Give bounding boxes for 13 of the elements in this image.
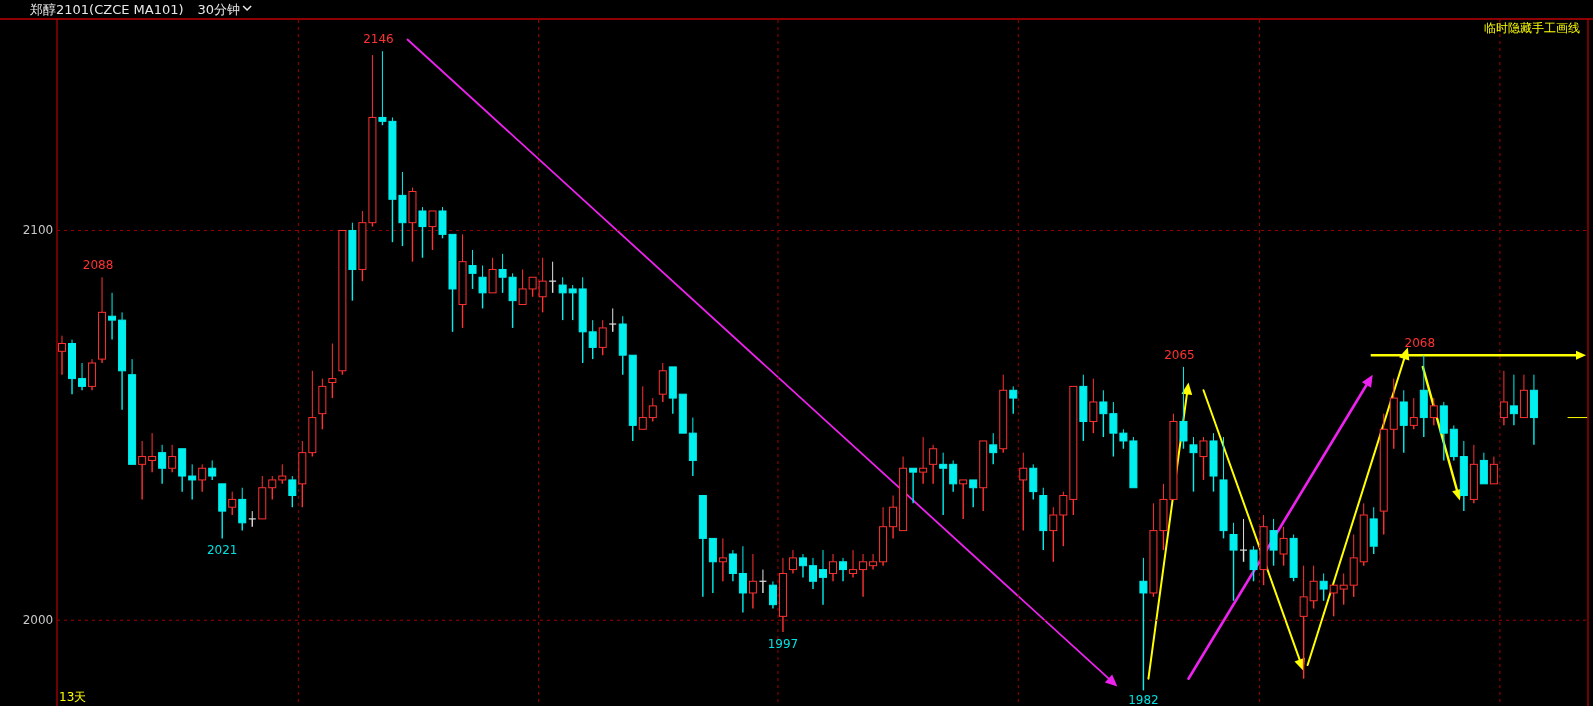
annotation: 2068: [1404, 336, 1436, 351]
annotation: 2065: [1164, 347, 1195, 362]
y-tick-label: 2000: [22, 613, 54, 628]
annotation: 临时隐藏手工画线: [1484, 21, 1580, 35]
annotation: 2021: [206, 543, 238, 558]
chart-subtitle: 30分钟: [197, 2, 241, 17]
y-tick-label: 2100: [22, 223, 54, 238]
annotation: 2146: [363, 32, 394, 47]
annotation: 1997: [767, 636, 799, 651]
annotation: 1982: [1128, 693, 1159, 706]
annotation: 13天: [59, 690, 87, 704]
annotation: 2088: [82, 258, 114, 273]
chart-title: 郑醇2101(CZCE MA101): [30, 2, 184, 17]
